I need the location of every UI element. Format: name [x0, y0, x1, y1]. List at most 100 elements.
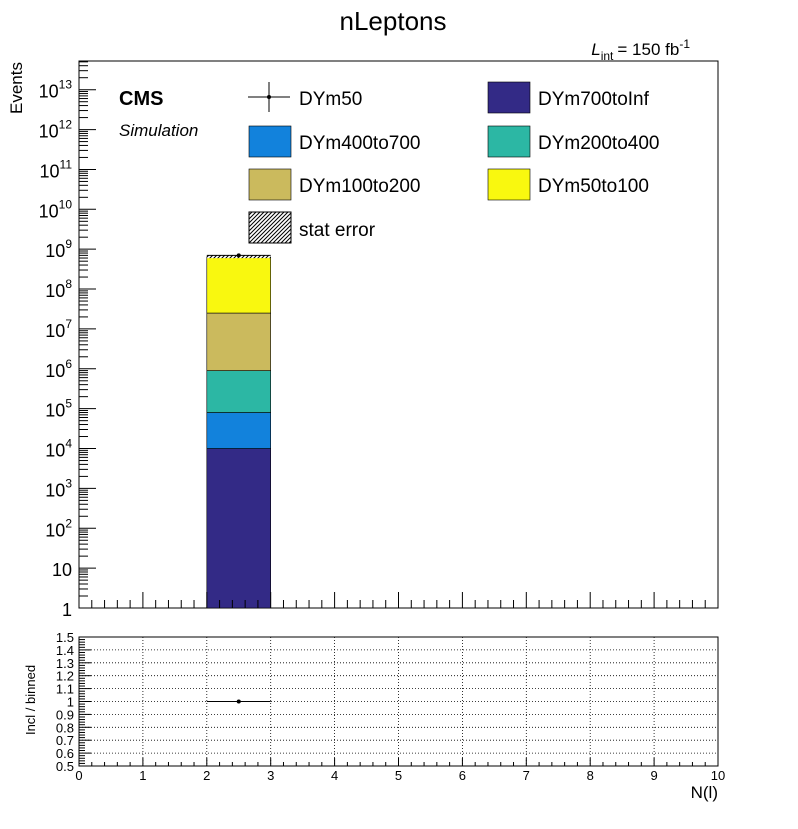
lumi-subscript: int	[601, 49, 614, 63]
bar-dym100to200	[206, 312, 272, 371]
y-tick-base: 10	[40, 161, 60, 181]
ratio-y-tick-label: 0.6	[56, 746, 74, 761]
y-tick-base: 10	[45, 401, 65, 421]
y-tick-label: 1010	[39, 197, 73, 221]
lumi-symbol: L	[591, 40, 600, 59]
y-tick-base: 10	[52, 560, 72, 580]
lumi-value: = 150 fb	[617, 40, 679, 59]
x-tick-label: 10	[711, 768, 725, 783]
bar-dym200to400	[206, 370, 272, 413]
y-tick-label: 104	[45, 437, 72, 461]
x-tick-label: 6	[459, 768, 466, 783]
ratio-y-tick-label: 0.8	[56, 720, 74, 735]
ratio-point	[236, 699, 241, 704]
y-tick-base: 1	[62, 600, 72, 620]
y-tick-exp: 9	[65, 237, 72, 251]
x-tick-label: 4	[331, 768, 338, 783]
x-tick-label: 0	[75, 768, 82, 783]
y-tick-base: 10	[39, 201, 59, 221]
legend-label-dym100to200: DYm100to200	[299, 176, 420, 197]
chart-title: nLeptons	[340, 6, 447, 36]
ratio-y-tick-label: 1.5	[56, 630, 74, 645]
cms-sublabel: Simulation	[119, 121, 198, 140]
y-tick-exp: 11	[60, 157, 73, 171]
legend-label-dym700toinf: DYm700toInf	[538, 89, 650, 110]
ratio-y-axis-label: Incl / binned	[23, 665, 38, 735]
y-tick-label: 1013	[39, 78, 73, 102]
legend-label-stat-error: stat error	[299, 220, 376, 241]
bar-dym400to700	[206, 412, 272, 449]
main-frame	[78, 60, 719, 609]
ratio-y-tick-label: 1.4	[56, 643, 74, 658]
y-tick-base: 10	[39, 82, 59, 102]
legend-entry-dym50: DYm50	[248, 82, 362, 112]
legend-marker-dot	[267, 95, 271, 99]
ratio-y-tick-label: 1.2	[56, 669, 74, 684]
y-tick-label: 108	[45, 277, 72, 301]
legend-label-dym200to400: DYm200to400	[538, 133, 659, 154]
point-dym50	[236, 253, 241, 258]
y-tick-base: 10	[45, 441, 65, 461]
y-tick-exp: 4	[65, 437, 72, 451]
lumi-superscript: -1	[679, 37, 690, 51]
lumi-label: Lint = 150 fb-1	[591, 37, 690, 63]
legend-label-dym400to700: DYm400to700	[299, 133, 420, 154]
main-y-ticks: 1101021031041051061071081091010101110121…	[39, 61, 96, 620]
y-tick-exp: 5	[65, 397, 72, 411]
legend-entry-stat-error: stat error	[248, 211, 376, 244]
y-tick-base: 10	[45, 520, 65, 540]
stacked-bars	[206, 255, 272, 609]
y-tick-label: 1012	[39, 118, 73, 142]
legend-series: DYm700toInf DYm400to700 DYm200to400 DYm100t…	[248, 81, 659, 201]
y-tick-exp: 10	[59, 197, 73, 211]
ratio-y-tick-label: 0.9	[56, 707, 74, 722]
main-panel: 1101021031041051061071081091010101110121…	[7, 60, 719, 620]
legend-label-dym50: DYm50	[299, 89, 362, 110]
bar-dym700toinf	[206, 448, 272, 609]
legend-swatch-stat-error	[248, 211, 292, 244]
main-x-ticks	[78, 592, 719, 608]
y-tick-base: 10	[39, 122, 59, 142]
x-tick-label: 1	[139, 768, 146, 783]
y-tick-label: 106	[45, 357, 72, 381]
legend-swatch-dym100to200	[248, 168, 292, 201]
y-tick-base: 10	[45, 361, 65, 381]
y-axis-label: Events	[7, 62, 26, 114]
x-axis-label: N(l)	[691, 783, 718, 802]
ratio-points	[206, 699, 271, 704]
y-tick-label: 107	[45, 317, 72, 341]
legend-swatch-dym200to400	[487, 125, 531, 158]
ratio-x-ticks: 0 1 2 3 4 5 6 7 8 9 10	[75, 758, 725, 783]
x-tick-label: 2	[203, 768, 210, 783]
y-tick-base: 10	[45, 281, 65, 301]
y-tick-label: 10	[52, 560, 72, 580]
y-tick-label: 1	[62, 600, 72, 620]
y-tick-label: 103	[45, 476, 72, 500]
ratio-grid	[79, 637, 718, 766]
y-tick-exp: 12	[59, 118, 73, 132]
data-points	[206, 253, 271, 258]
x-tick-label: 7	[523, 768, 530, 783]
y-tick-exp: 2	[65, 516, 72, 530]
legend-swatch-dym700toinf	[487, 81, 531, 114]
x-tick-label: 3	[267, 768, 274, 783]
ratio-y-tick-label: 1.1	[56, 682, 74, 697]
y-tick-base: 10	[45, 321, 65, 341]
legend-swatch-dym400to700	[248, 125, 292, 158]
y-tick-label: 109	[45, 237, 72, 261]
x-tick-label: 5	[395, 768, 402, 783]
ratio-y-tick-label: 1.3	[56, 656, 74, 671]
y-tick-exp: 13	[59, 78, 73, 92]
y-tick-base: 10	[45, 241, 65, 261]
ratio-y-tick-label: 1	[67, 695, 74, 710]
ratio-y-ticks: 0.50.60.70.80.911.11.21.31.41.5	[56, 630, 91, 774]
y-tick-label: 105	[45, 397, 72, 421]
y-tick-exp: 7	[65, 317, 72, 331]
legend-swatch-dym50to100	[487, 168, 531, 201]
bar-dym50to100	[206, 256, 272, 314]
ratio-y-tick-label: 0.7	[56, 733, 74, 748]
ratio-y-tick-label: 0.5	[56, 759, 74, 774]
x-tick-label: 9	[650, 768, 657, 783]
